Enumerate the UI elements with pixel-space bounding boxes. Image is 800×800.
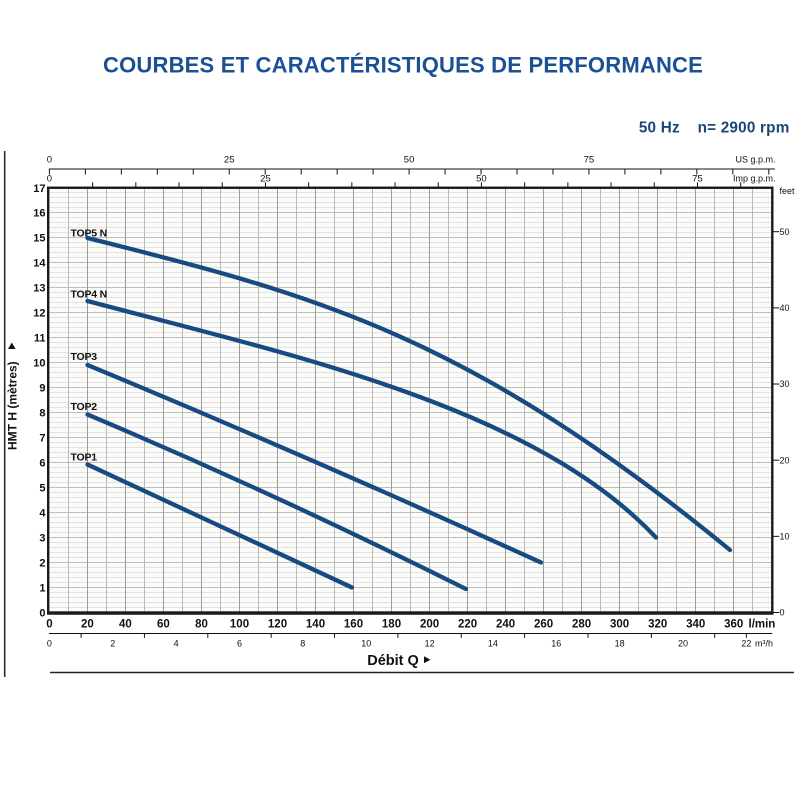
svg-text:50: 50 [780,227,790,237]
svg-text:8: 8 [39,408,45,420]
svg-text:Débit Q: Débit Q [367,653,419,669]
svg-text:20: 20 [81,619,94,631]
svg-text:60: 60 [157,619,170,631]
svg-text:16: 16 [551,638,561,648]
svg-text:140: 140 [306,619,325,631]
svg-text:4: 4 [174,638,179,648]
svg-text:50: 50 [404,155,415,166]
svg-text:180: 180 [382,619,401,631]
svg-text:14: 14 [488,638,498,648]
svg-text:80: 80 [195,619,208,631]
svg-text:280: 280 [572,619,591,631]
svg-text:6: 6 [39,458,45,470]
svg-text:12: 12 [425,638,435,648]
svg-text:17: 17 [33,183,45,195]
svg-text:7: 7 [39,433,45,445]
svg-text:2: 2 [110,638,115,648]
svg-text:25: 25 [224,155,235,166]
svg-text:18: 18 [615,638,625,648]
svg-text:m³/h: m³/h [755,638,773,648]
svg-text:2: 2 [39,558,45,570]
svg-text:6: 6 [237,638,242,648]
svg-text:15: 15 [33,233,45,245]
svg-text:13: 13 [33,283,45,295]
svg-text:12: 12 [33,308,45,320]
svg-text:50: 50 [476,174,487,185]
svg-text:TOP4 N: TOP4 N [71,289,108,301]
svg-text:30: 30 [780,379,790,389]
svg-text:50 Hz n= 2900 rpm: 50 Hz n= 2900 rpm [639,119,790,136]
svg-text:40: 40 [119,619,132,631]
svg-text:l/min: l/min [749,619,776,631]
svg-text:0: 0 [780,608,785,618]
svg-text:40: 40 [780,303,790,313]
svg-text:75: 75 [584,155,595,166]
svg-text:16: 16 [33,208,45,220]
svg-text:TOP2: TOP2 [71,401,98,413]
svg-text:0: 0 [39,608,45,620]
svg-text:0: 0 [47,155,52,166]
svg-text:360: 360 [724,619,743,631]
svg-text:0: 0 [47,174,52,185]
svg-text:10: 10 [361,638,371,648]
svg-text:11: 11 [34,333,46,345]
svg-text:8: 8 [300,638,305,648]
svg-text:9: 9 [39,383,45,395]
svg-text:340: 340 [686,619,705,631]
svg-text:1: 1 [39,583,45,595]
svg-text:COURBES ET CARACTÉRISTIQUES DE: COURBES ET CARACTÉRISTIQUES DE PERFORMAN… [103,52,703,77]
svg-text:HMT H (mètres): HMT H (mètres) [6,361,20,450]
svg-text:300: 300 [610,619,629,631]
svg-text:Imp g.p.m.: Imp g.p.m. [733,174,776,184]
svg-text:US g.p.m.: US g.p.m. [735,155,775,165]
svg-text:260: 260 [534,619,553,631]
svg-text:10: 10 [780,532,790,542]
svg-text:TOP5 N: TOP5 N [71,228,108,240]
svg-text:14: 14 [33,258,46,270]
svg-text:0: 0 [47,638,52,648]
svg-text:120: 120 [268,619,287,631]
svg-text:TOP1: TOP1 [71,452,98,464]
svg-text:TOP3: TOP3 [71,351,98,363]
svg-text:200: 200 [420,619,439,631]
svg-text:240: 240 [496,619,515,631]
svg-text:220: 220 [458,619,477,631]
svg-text:5: 5 [39,483,45,495]
svg-text:25: 25 [260,174,271,185]
svg-text:feet: feet [780,186,796,196]
svg-text:10: 10 [33,358,45,370]
svg-text:75: 75 [692,174,703,185]
svg-text:4: 4 [39,508,46,520]
svg-text:3: 3 [39,533,45,545]
svg-text:20: 20 [780,455,790,465]
svg-text:20: 20 [678,638,688,648]
svg-text:160: 160 [344,619,363,631]
svg-text:22: 22 [741,638,751,648]
svg-text:0: 0 [46,619,52,631]
svg-text:320: 320 [648,619,667,631]
svg-text:100: 100 [230,619,249,631]
